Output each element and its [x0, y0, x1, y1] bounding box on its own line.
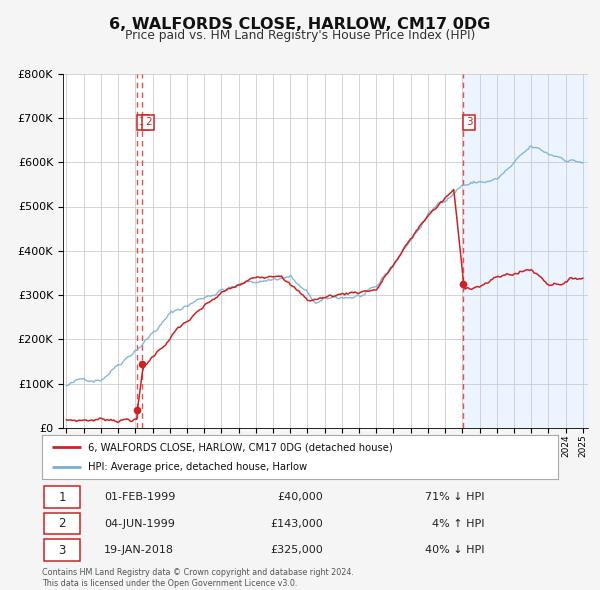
Text: Price paid vs. HM Land Registry's House Price Index (HPI): Price paid vs. HM Land Registry's House …: [125, 30, 475, 42]
Text: 6, WALFORDS CLOSE, HARLOW, CM17 0DG (detached house): 6, WALFORDS CLOSE, HARLOW, CM17 0DG (det…: [88, 442, 393, 452]
Text: Contains HM Land Registry data © Crown copyright and database right 2024.
This d: Contains HM Land Registry data © Crown c…: [42, 568, 354, 588]
Text: £40,000: £40,000: [277, 492, 323, 502]
Text: 3: 3: [58, 543, 65, 557]
Text: 6, WALFORDS CLOSE, HARLOW, CM17 0DG: 6, WALFORDS CLOSE, HARLOW, CM17 0DG: [109, 17, 491, 31]
Text: 01-FEB-1999: 01-FEB-1999: [104, 492, 175, 502]
Text: 3: 3: [466, 117, 472, 127]
Text: HPI: Average price, detached house, Harlow: HPI: Average price, detached house, Harl…: [88, 462, 308, 471]
Text: £325,000: £325,000: [270, 545, 323, 555]
FancyBboxPatch shape: [44, 486, 80, 508]
Text: 1: 1: [139, 117, 146, 127]
Text: 71% ↓ HPI: 71% ↓ HPI: [425, 492, 485, 502]
Text: 4% ↑ HPI: 4% ↑ HPI: [432, 519, 485, 529]
Text: 2: 2: [145, 117, 152, 127]
Bar: [463, 74, 588, 428]
FancyBboxPatch shape: [44, 513, 80, 535]
Text: 2: 2: [58, 517, 66, 530]
Text: 04-JUN-1999: 04-JUN-1999: [104, 519, 175, 529]
Text: 40% ↓ HPI: 40% ↓ HPI: [425, 545, 485, 555]
Text: 1: 1: [58, 490, 66, 504]
Text: £143,000: £143,000: [270, 519, 323, 529]
Text: 19-JAN-2018: 19-JAN-2018: [104, 545, 174, 555]
FancyBboxPatch shape: [44, 539, 80, 561]
